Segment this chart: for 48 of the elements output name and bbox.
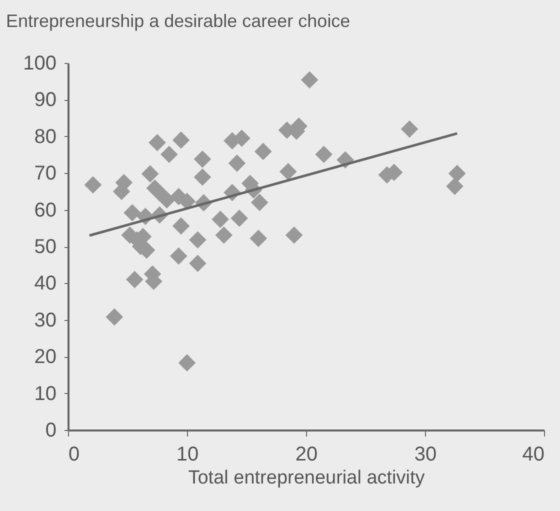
point <box>448 164 466 182</box>
point <box>106 308 124 326</box>
point <box>315 146 333 164</box>
y-tick-label: 60 <box>34 199 56 222</box>
chart-title: Entrepreneurship a desirable career choice <box>6 11 350 31</box>
x-tick-label: 20 <box>295 444 318 466</box>
point <box>84 176 102 194</box>
point <box>194 168 212 186</box>
point <box>215 226 233 244</box>
point <box>194 150 212 168</box>
point <box>300 71 318 89</box>
point <box>254 142 272 160</box>
y-tick-label: 90 <box>34 89 56 112</box>
y-tick-label: 50 <box>34 236 56 258</box>
y-tick-label: 100 <box>23 52 56 74</box>
point <box>285 226 303 244</box>
point <box>170 247 188 265</box>
point <box>230 210 248 227</box>
point <box>228 154 246 172</box>
point <box>250 194 268 212</box>
point <box>158 191 176 209</box>
point <box>126 270 144 288</box>
point <box>172 217 190 235</box>
point <box>212 210 229 228</box>
point <box>172 131 190 149</box>
x-tick-label: 40 <box>522 444 544 466</box>
point <box>189 254 206 272</box>
point <box>446 178 464 195</box>
y-tick-label: 10 <box>34 382 56 405</box>
y-tick-label: 70 <box>34 162 56 185</box>
point <box>124 204 141 222</box>
point <box>148 134 166 152</box>
y-tick-label: 40 <box>34 272 56 295</box>
point <box>250 230 268 248</box>
point <box>141 165 159 182</box>
point <box>279 162 297 180</box>
x-tick-label: 30 <box>414 444 437 466</box>
x-axis-title: Total entrepreneurial activity <box>188 468 426 488</box>
y-tick-label: 80 <box>34 126 56 148</box>
x-tick-label: 10 <box>176 444 199 466</box>
x-tick-label: 0 <box>68 444 80 466</box>
y-tick-label: 20 <box>34 346 56 368</box>
point <box>178 354 196 372</box>
point <box>400 120 418 138</box>
y-tick-label: 30 <box>34 309 56 332</box>
point <box>160 146 178 164</box>
point <box>189 231 206 249</box>
y-tick-label: 0 <box>45 420 56 442</box>
